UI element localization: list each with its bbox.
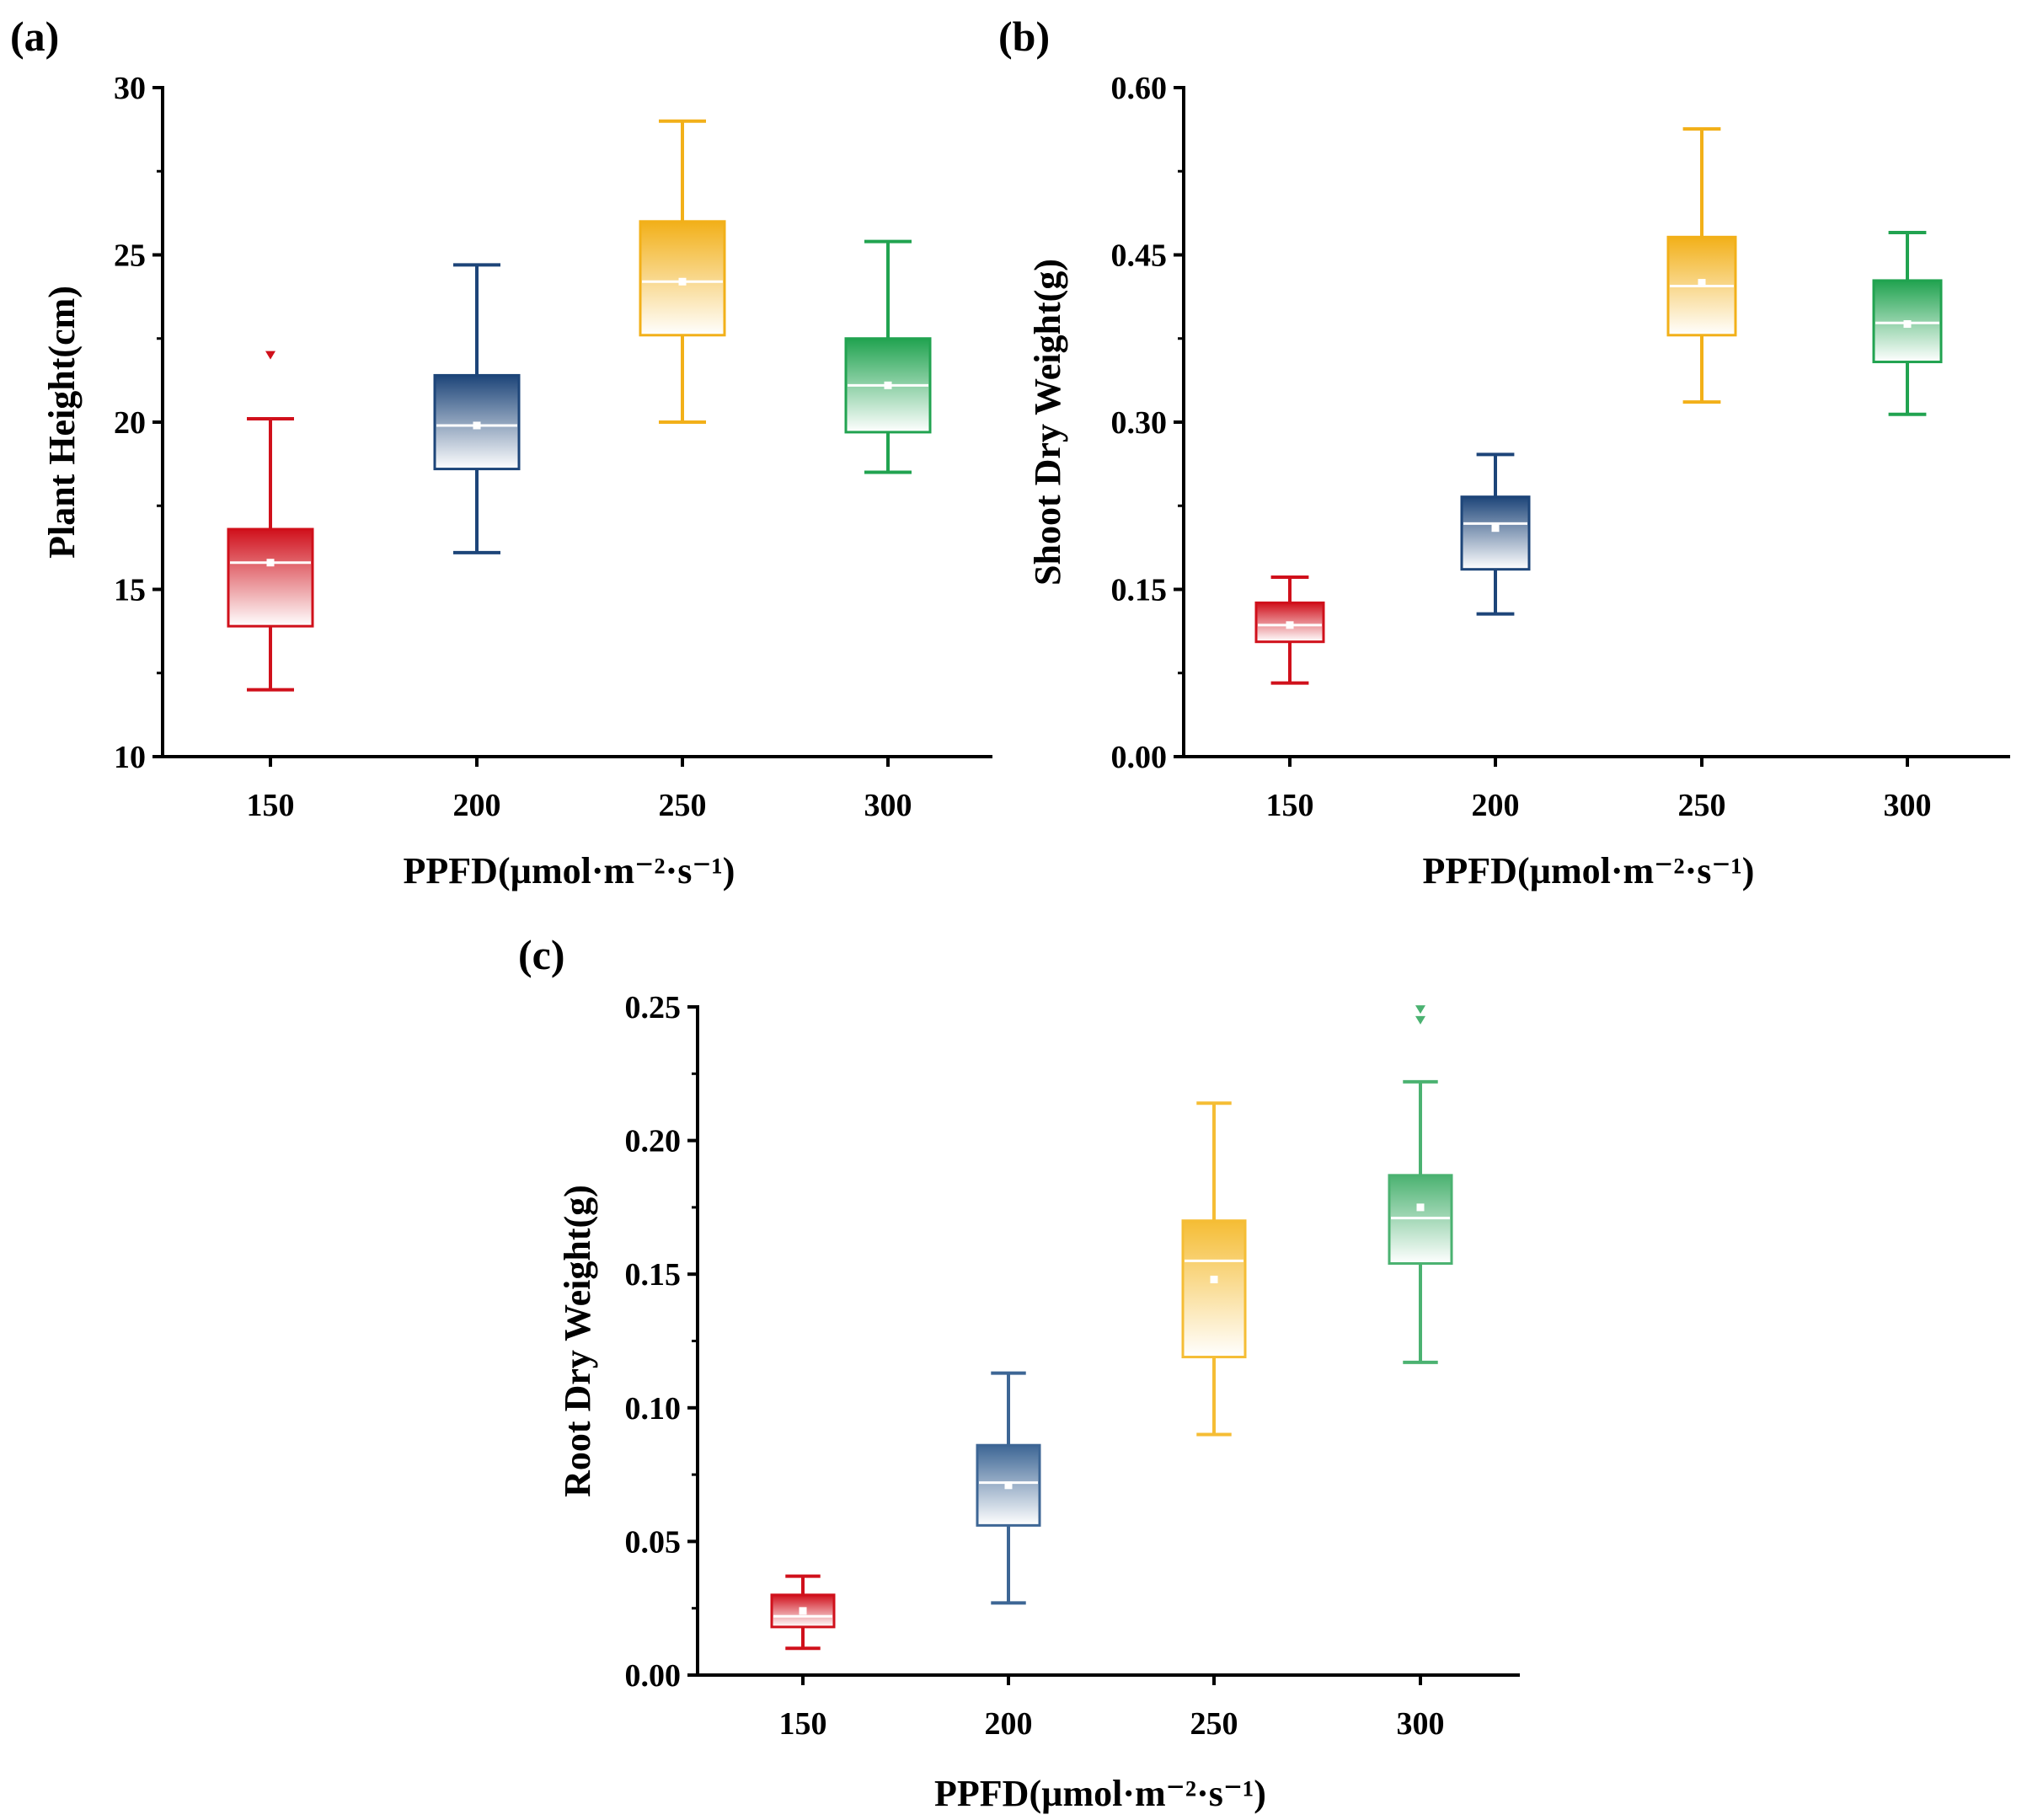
box-150 xyxy=(1254,575,1325,685)
outlier-point xyxy=(1415,1015,1425,1025)
x-tick-label: 250 xyxy=(1190,1706,1238,1742)
mean-marker xyxy=(473,421,481,430)
iqr-box xyxy=(1181,1219,1247,1359)
y-tick-label: 0.60 xyxy=(1111,71,1168,106)
y-tick-label: 0.00 xyxy=(1111,740,1168,775)
mean-marker xyxy=(1416,1203,1425,1212)
y-tick-label: 15 xyxy=(114,573,146,608)
box-300 xyxy=(1872,231,1943,416)
x-axis-title: PPFD(µmol·m⁻²·s⁻¹) xyxy=(934,1773,1266,1814)
panel-label: (b) xyxy=(998,13,1050,60)
x-tick-label: 300 xyxy=(1884,788,1932,823)
x-tick-label: 250 xyxy=(659,788,707,823)
y-tick-label: 10 xyxy=(114,740,146,775)
outlier-point xyxy=(1415,1005,1425,1014)
mean-marker xyxy=(1491,524,1500,533)
mean-marker xyxy=(1286,621,1294,629)
mean-marker xyxy=(884,381,892,389)
panel-c: (c) 0.00 0.05 0.10 0.15 0.20 0.25 150 200 250 300 P… xyxy=(518,931,1520,1814)
y-tick-label: 0.45 xyxy=(1111,238,1168,274)
y-axis-title: Shoot Dry Weight(g) xyxy=(1027,259,1068,586)
panel-label: (c) xyxy=(518,931,565,978)
y-tick-label: 0.20 xyxy=(625,1124,682,1159)
mean-marker xyxy=(799,1607,807,1615)
box-250 xyxy=(639,119,726,424)
x-tick-label: 250 xyxy=(1678,788,1726,823)
y-tick-label: 0.15 xyxy=(1111,573,1168,608)
box-250 xyxy=(1181,1101,1247,1437)
y-tick-label: 25 xyxy=(114,238,146,274)
x-tick-label: 150 xyxy=(1266,788,1314,823)
panel-label: (a) xyxy=(10,13,59,60)
panel-b: (b) 0.00 0.15 0.30 0.45 0.60 150 200 250 300 PPFD(… xyxy=(998,13,2010,891)
mean-marker xyxy=(678,277,687,286)
iqr-box xyxy=(227,527,314,628)
x-axis-title: PPFD(µmol·m⁻²·s⁻¹) xyxy=(1423,850,1755,891)
iqr-box xyxy=(1460,495,1531,571)
y-tick-label: 30 xyxy=(114,71,146,106)
outlier-point xyxy=(265,351,275,360)
x-tick-label: 300 xyxy=(864,788,912,823)
box-200 xyxy=(976,1371,1041,1605)
y-tick-label: 20 xyxy=(114,405,146,441)
y-tick-label: 0.00 xyxy=(625,1658,682,1694)
x-tick-label: 200 xyxy=(985,1706,1033,1742)
x-tick-label: 150 xyxy=(247,788,295,823)
panel-a: (a) 10 15 20 25 30 150 200 250 300 PPFD(µmol·m⁻²·s… xyxy=(10,13,992,891)
x-tick-label: 300 xyxy=(1397,1706,1445,1742)
box-200 xyxy=(433,263,521,554)
x-tick-label: 200 xyxy=(453,788,501,823)
iqr-box xyxy=(1388,1174,1453,1266)
x-tick-label: 150 xyxy=(779,1706,827,1742)
y-tick-label: 0.05 xyxy=(625,1524,682,1560)
x-axis-title: PPFD(µmol·m⁻²·s⁻¹) xyxy=(404,850,735,891)
box-300 xyxy=(1388,1005,1453,1364)
mean-marker xyxy=(1210,1276,1218,1284)
mean-marker xyxy=(1698,279,1706,287)
y-axis-title: Plant Height(cm) xyxy=(41,286,83,559)
y-axis-title: Root Dry Weight(g) xyxy=(557,1185,598,1497)
box-250 xyxy=(1666,126,1737,404)
y-tick-label: 0.30 xyxy=(1111,405,1168,441)
y-tick-label: 0.15 xyxy=(625,1257,682,1293)
y-tick-label: 0.25 xyxy=(625,990,682,1025)
mean-marker xyxy=(1004,1481,1013,1490)
box-150 xyxy=(770,1574,836,1651)
box-200 xyxy=(1460,452,1531,616)
box-300 xyxy=(844,239,932,474)
mean-marker xyxy=(266,559,275,567)
mean-marker xyxy=(1903,320,1912,329)
x-tick-label: 200 xyxy=(1472,788,1520,823)
box-150 xyxy=(227,351,314,692)
y-tick-label: 0.10 xyxy=(625,1391,682,1427)
